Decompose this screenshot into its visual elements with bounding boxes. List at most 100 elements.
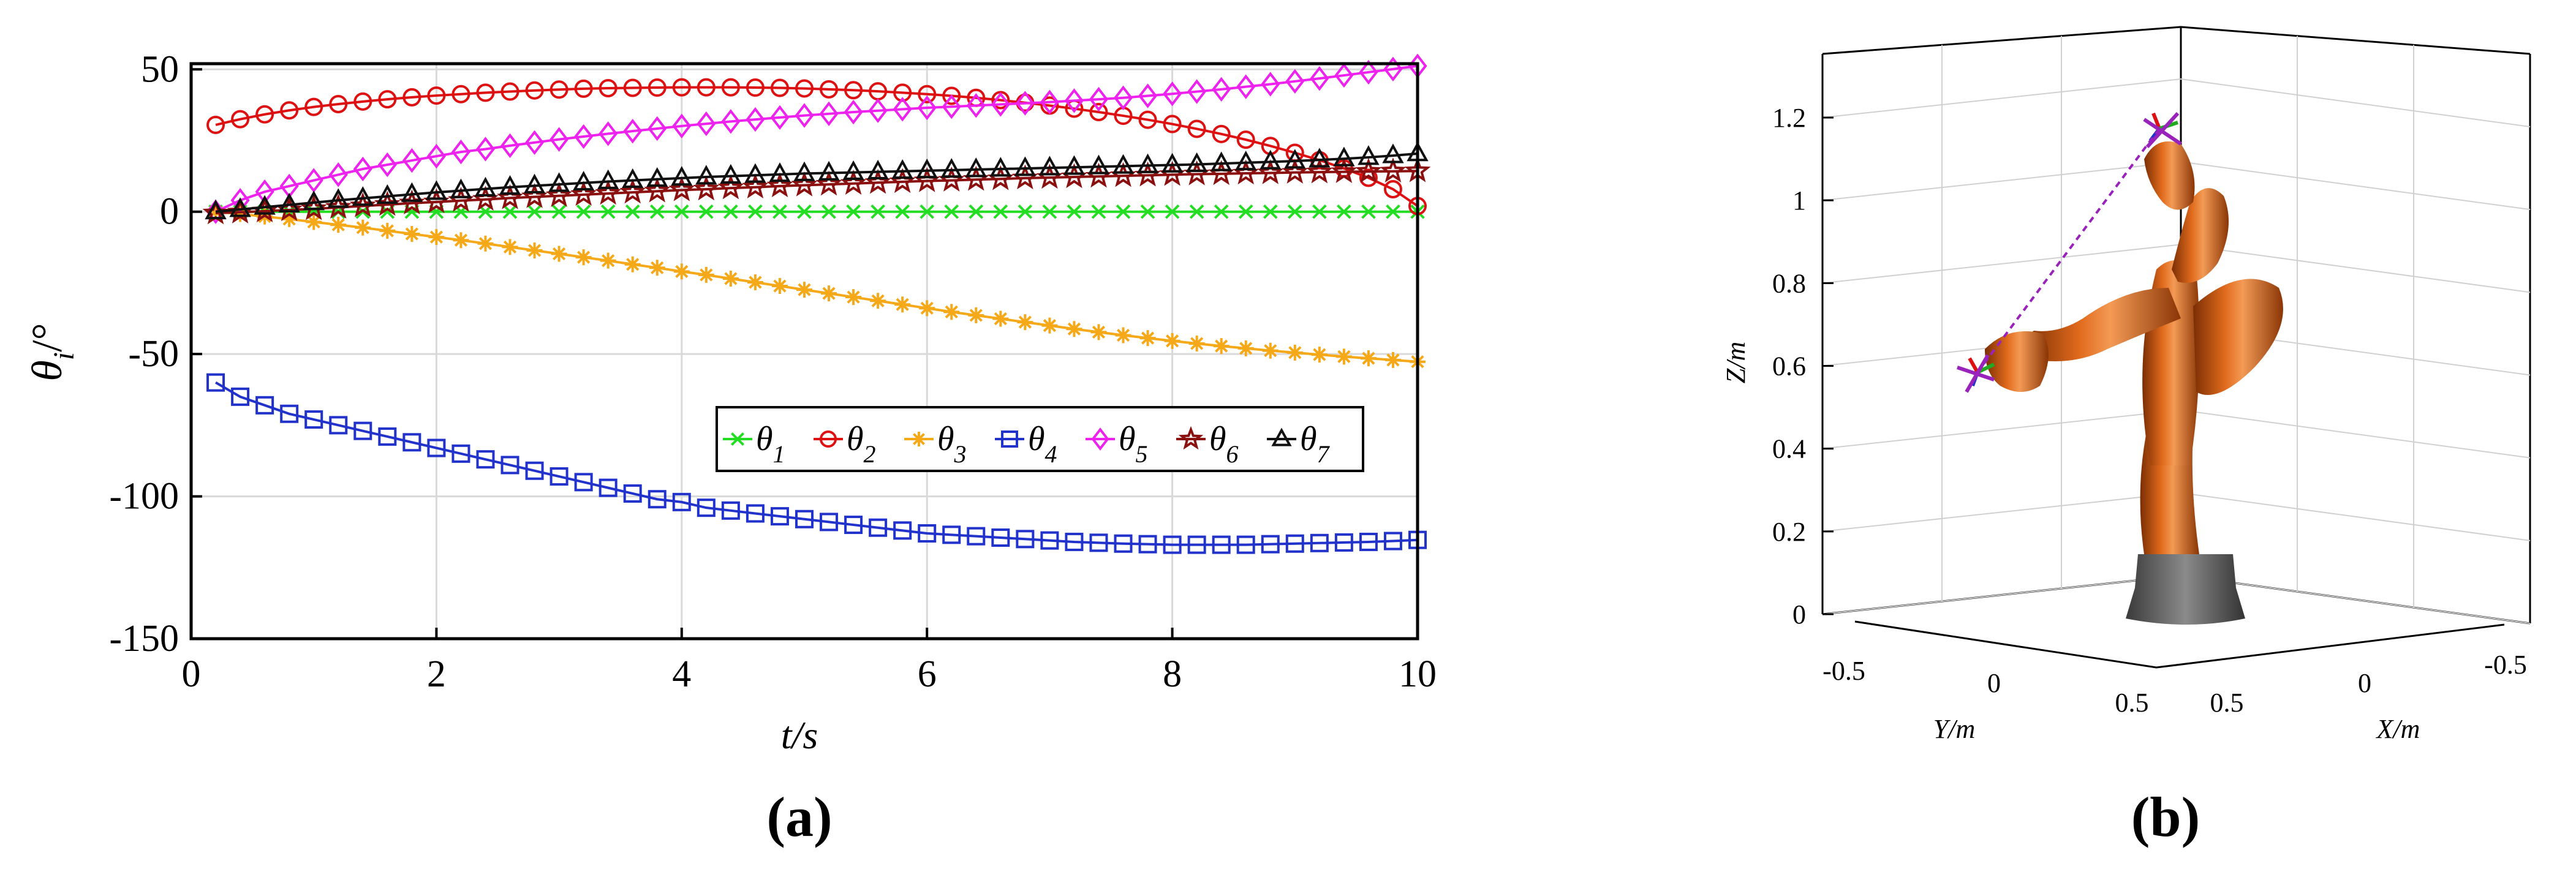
legend-label: θ6 [1209,420,1239,468]
data-point [920,204,935,219]
data-point [550,80,568,99]
x-tick-label: 0 [182,653,201,695]
data-point [1360,350,1377,367]
legend-entry: θ7 [1267,420,1331,468]
data-point [744,163,766,183]
data-point [1063,155,1086,175]
data-point [844,516,863,535]
data-point [280,404,299,423]
data-point [648,116,667,141]
y-tick-label: 50 [141,48,179,90]
data-point [232,206,249,222]
data-point [206,373,225,392]
x-tick-label: 4 [672,653,691,695]
data-point [1333,146,1355,167]
data-point [453,232,469,249]
data-point [698,266,714,283]
data-point [818,160,840,181]
data-point [451,85,470,103]
data-point [1164,333,1180,349]
data-point [1382,143,1404,164]
robot-upper-arm [2172,188,2229,283]
data-point [377,152,397,178]
data-point [722,270,739,287]
z-grid-right [2180,575,2531,624]
data-point [625,204,640,219]
data-point [893,97,912,122]
data-point [1091,204,1106,219]
data-point [570,181,597,206]
data-point [821,285,837,302]
z-axis-label: Z/m [1721,342,1751,383]
z-grid-right [2180,161,2531,211]
data-point [329,416,348,435]
legend-label: θ2 [847,420,876,468]
data-point [1386,204,1400,219]
data-point [766,172,793,198]
robot-forearm [2024,288,2181,361]
y-axis-label-3d: Y/m [1933,714,1975,744]
legend-entry: θ1 [723,420,785,468]
data-point [1262,342,1279,359]
z-tick-label: 0.2 [1772,517,1806,547]
data-point [1238,204,1253,219]
data-point [1380,157,1407,182]
data-point [673,263,690,280]
data-point [401,182,423,202]
data-point [1337,204,1351,219]
data-point [1014,156,1037,176]
data-point [1163,115,1182,133]
data-point [721,78,740,97]
y-tick-label-3d: 0 [1987,668,2001,698]
data-point [1017,314,1033,331]
data-point [402,88,421,107]
data-point [526,242,543,258]
data-point [551,246,567,262]
y-tick-label-3d: 0.5 [2115,688,2149,718]
data-point [378,90,397,109]
panel-label-a: (a) [766,786,832,848]
data-point [476,450,495,469]
data-point [672,492,691,511]
data-point [1189,204,1204,219]
data-point [1355,157,1382,183]
data-point [599,121,618,146]
data-point [1040,89,1059,115]
data-point [574,124,594,149]
data-point [697,498,716,517]
data-point [1136,153,1159,173]
data-point [1257,159,1284,184]
data-point [1310,66,1329,91]
data-point [255,105,274,124]
z-grid-left [1822,161,2181,201]
data-point [1163,535,1182,554]
x-tick-label: 2 [427,653,446,695]
x-tick-label: 10 [1399,653,1437,695]
data-point [1115,327,1131,344]
data-point [770,507,789,526]
data-point [989,157,1012,177]
data-point [1236,74,1256,99]
x-axis-label-3d: X/m [2376,714,2420,744]
data-point [379,222,396,239]
floor-axis-ticks: -0.5 0 0.5 0.5 0 -0.5 [1822,650,2527,718]
data-point [1312,204,1327,219]
data-point [1178,426,1204,450]
z-tick-label: 0.8 [1772,268,1806,298]
z-grid-right [2180,492,2531,541]
data-point [717,174,744,200]
data-point [917,95,937,121]
y-tick-label: -150 [109,618,179,660]
data-point [230,187,250,213]
data-point [1114,534,1133,553]
data-point [527,204,542,219]
data-point [205,199,227,220]
y-tick-label-3d: -0.5 [1822,656,1865,686]
series-θ5 [206,53,1427,224]
robot-elbow [2193,279,2283,395]
data-point [1213,338,1229,355]
data-point [1038,156,1061,176]
legend-entry: θ6 [1176,420,1239,468]
data-point [795,79,814,98]
data-point [770,105,790,130]
